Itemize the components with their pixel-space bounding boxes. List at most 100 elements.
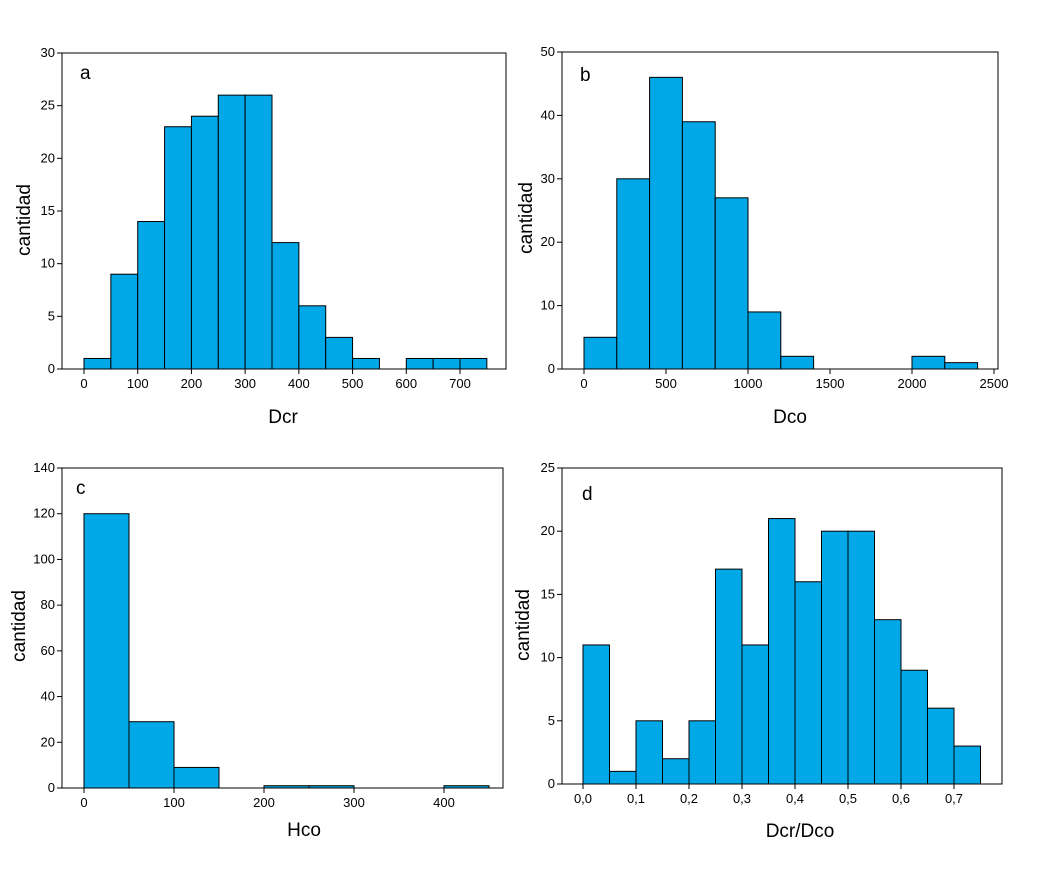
x-tick-label-c-4: 400 bbox=[433, 795, 455, 810]
histogram-bar-d-5 bbox=[715, 568, 743, 785]
y-axis-title-d: cantidad bbox=[513, 589, 534, 661]
histogram-bar-d-11 bbox=[874, 619, 902, 785]
y-tick-label-c-4: 80 bbox=[41, 597, 55, 612]
y-tick-label-a-2: 10 bbox=[41, 256, 55, 271]
x-tick-label-c-2: 200 bbox=[253, 795, 275, 810]
x-tick-label-a-4: 400 bbox=[288, 376, 310, 391]
histogram-bar-a-10 bbox=[352, 357, 380, 370]
histogram-bar-c-0 bbox=[83, 513, 130, 789]
histogram-bar-b-10 bbox=[911, 355, 946, 370]
histogram-bar-d-6 bbox=[741, 644, 769, 785]
histogram-bar-b-11 bbox=[944, 362, 979, 370]
x-tick-label-a-2: 200 bbox=[181, 376, 203, 391]
y-tick-label-a-3: 15 bbox=[41, 203, 55, 218]
x-axis-title-c: Hco bbox=[287, 820, 321, 841]
y-tick-label-d-2: 10 bbox=[541, 650, 555, 665]
x-tick-label-c-0: 0 bbox=[80, 795, 87, 810]
x-tick-label-d-3: 0,3 bbox=[733, 791, 751, 806]
y-tick-label-d-4: 20 bbox=[541, 523, 555, 538]
x-axis-title-a: Dcr bbox=[268, 407, 298, 428]
y-axis-title-b: cantidad bbox=[516, 182, 537, 254]
histogram-bar-a-6 bbox=[244, 94, 273, 370]
y-tick-label-a-1: 5 bbox=[48, 308, 55, 323]
histogram-bar-a-8 bbox=[298, 305, 327, 370]
y-tick-label-c-7: 140 bbox=[33, 460, 55, 475]
histogram-bar-c-8 bbox=[443, 785, 490, 789]
histogram-bar-d-8 bbox=[794, 581, 822, 785]
y-tick-label-d-0: 0 bbox=[548, 776, 555, 791]
histogram-bar-d-0 bbox=[582, 644, 610, 785]
y-tick-label-b-4: 40 bbox=[541, 107, 555, 122]
x-tick-label-d-0: 0,0 bbox=[574, 791, 592, 806]
y-tick-label-b-3: 30 bbox=[541, 171, 555, 186]
y-tick-label-b-2: 20 bbox=[541, 234, 555, 249]
panel-d: 0 5 10 15 20 25 0,0 0,1 0,2 0,3 0,4 0,5 0,6 0,7 Dcr/Dc… bbox=[513, 460, 1003, 842]
histogram-bar-b-5 bbox=[747, 311, 782, 370]
histogram-bar-b-3 bbox=[681, 121, 716, 370]
x-axis-title-d: Dcr/Dco bbox=[766, 821, 835, 842]
x-tick-label-d-1: 0,1 bbox=[627, 791, 645, 806]
y-tick-label-c-3: 60 bbox=[41, 643, 55, 658]
histogram-bar-d-4 bbox=[688, 720, 716, 785]
y-tick-label-b-5: 50 bbox=[541, 44, 555, 59]
x-tick-label-a-0: 0 bbox=[80, 376, 87, 391]
y-tick-label-b-1: 10 bbox=[541, 298, 555, 313]
histogram-bar-a-2 bbox=[137, 221, 166, 370]
y-tick-label-c-2: 40 bbox=[41, 689, 55, 704]
y-tick-label-c-5: 100 bbox=[33, 551, 55, 566]
histogram-bar-a-4 bbox=[190, 115, 219, 370]
histogram-bar-c-1 bbox=[128, 721, 175, 789]
histogram-bar-a-14 bbox=[459, 357, 488, 370]
x-tick-label-c-1: 100 bbox=[163, 795, 185, 810]
y-tick-label-d-5: 25 bbox=[541, 460, 555, 475]
histogram-bar-d-10 bbox=[847, 530, 875, 785]
histogram-bar-d-14 bbox=[953, 745, 981, 785]
y-tick-label-a-4: 20 bbox=[41, 150, 55, 165]
histogram-bar-a-1 bbox=[110, 273, 139, 370]
x-tick-label-a-1: 100 bbox=[127, 376, 149, 391]
y-axis-title-a: cantidad bbox=[14, 184, 35, 256]
x-tick-label-b-2: 1000 bbox=[734, 376, 763, 391]
x-tick-label-d-7: 0,7 bbox=[945, 791, 963, 806]
histogram-bar-c-5 bbox=[308, 785, 355, 789]
x-tick-label-b-0: 0 bbox=[580, 376, 587, 391]
histogram-bar-a-5 bbox=[217, 94, 246, 370]
histogram-bar-a-0 bbox=[83, 357, 112, 370]
histogram-bar-a-7 bbox=[271, 242, 300, 370]
histogram-bar-b-1 bbox=[616, 178, 651, 370]
histogram-bar-a-3 bbox=[164, 126, 192, 370]
histogram-bar-a-13 bbox=[432, 357, 461, 370]
x-axis-title-b: Dco bbox=[773, 407, 807, 428]
y-tick-label-c-1: 20 bbox=[41, 734, 55, 749]
x-tick-label-b-4: 2000 bbox=[898, 376, 927, 391]
panel-letter-a: a bbox=[80, 63, 91, 84]
x-tick-label-d-6: 0,6 bbox=[892, 791, 910, 806]
panel-letter-b: b bbox=[580, 65, 591, 86]
histogram-bar-a-9 bbox=[325, 336, 354, 370]
histogram-bar-b-0 bbox=[583, 336, 618, 370]
y-tick-label-d-1: 5 bbox=[548, 713, 555, 728]
x-tick-label-b-5: 2500 bbox=[980, 376, 1009, 391]
histogram-bar-d-12 bbox=[900, 669, 928, 785]
x-tick-label-c-3: 300 bbox=[343, 795, 365, 810]
y-tick-label-b-0: 0 bbox=[548, 361, 555, 376]
x-tick-label-a-7: 700 bbox=[449, 376, 471, 391]
panel-letter-d: d bbox=[582, 484, 593, 505]
x-tick-label-a-5: 500 bbox=[342, 376, 364, 391]
histogram-bar-d-2 bbox=[635, 720, 663, 785]
x-tick-label-b-3: 1500 bbox=[816, 376, 845, 391]
panel-c: 0 20 40 60 80 100 120 140 0 100 200 300 400 Hco cantid… bbox=[9, 460, 504, 841]
y-tick-label-a-6: 30 bbox=[41, 45, 55, 60]
y-tick-label-c-0: 0 bbox=[48, 780, 55, 795]
histogram-bar-d-9 bbox=[821, 530, 849, 785]
y-tick-label-a-5: 25 bbox=[41, 98, 55, 113]
histogram-bar-b-4 bbox=[714, 197, 749, 370]
histogram-bar-b-2 bbox=[649, 76, 683, 370]
y-tick-label-c-6: 120 bbox=[33, 506, 55, 521]
y-axis-title-c: cantidad bbox=[9, 590, 30, 662]
x-tick-label-d-5: 0,5 bbox=[839, 791, 857, 806]
x-tick-label-d-2: 0,2 bbox=[680, 791, 698, 806]
